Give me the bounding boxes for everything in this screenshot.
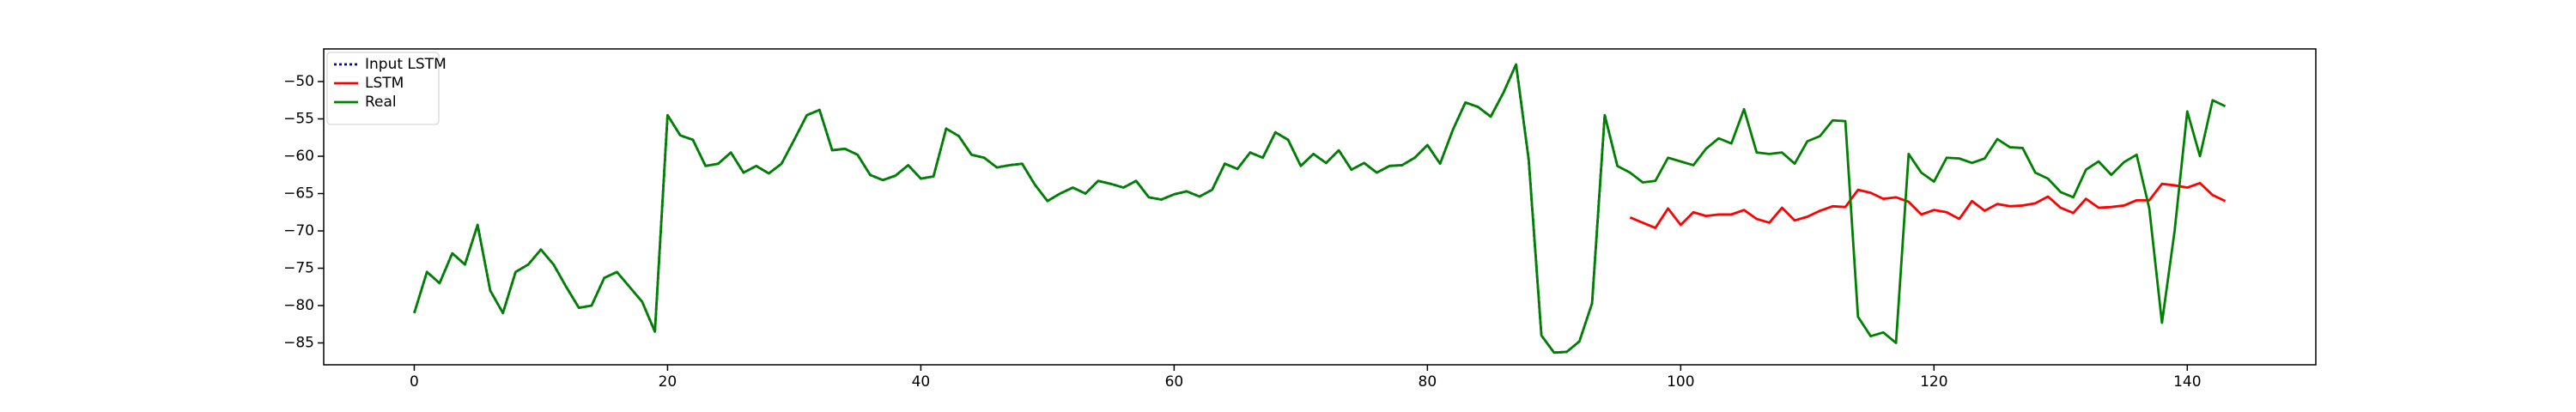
y-tick-label: −50: [283, 73, 314, 90]
legend-label: LSTM: [365, 75, 404, 92]
y-tick-label: −85: [283, 335, 314, 352]
x-tick-label: 80: [1419, 373, 1437, 391]
y-tick-label: −55: [283, 111, 314, 128]
series-line: [1629, 181, 2227, 229]
y-tick-label: −80: [283, 297, 314, 314]
y-tick-label: −65: [283, 185, 314, 203]
x-tick-label: 120: [1920, 373, 1947, 391]
y-tick-label: −60: [283, 148, 314, 165]
x-tick-label: 0: [410, 373, 419, 391]
legend-label: Real: [365, 94, 397, 111]
y-tick-label: −75: [283, 260, 314, 277]
x-tick-label: 100: [1667, 373, 1694, 391]
legend-box: [326, 52, 440, 125]
x-tick-label: 40: [912, 373, 931, 391]
series-line: [413, 63, 2227, 354]
x-tick-label: 140: [2173, 373, 2201, 391]
legend-label: Input LSTM: [365, 56, 447, 73]
axes-frame: [323, 48, 2317, 366]
x-tick-label: 60: [1165, 373, 1184, 391]
y-tick-label: −70: [283, 222, 314, 239]
x-tick-label: 20: [659, 373, 677, 391]
